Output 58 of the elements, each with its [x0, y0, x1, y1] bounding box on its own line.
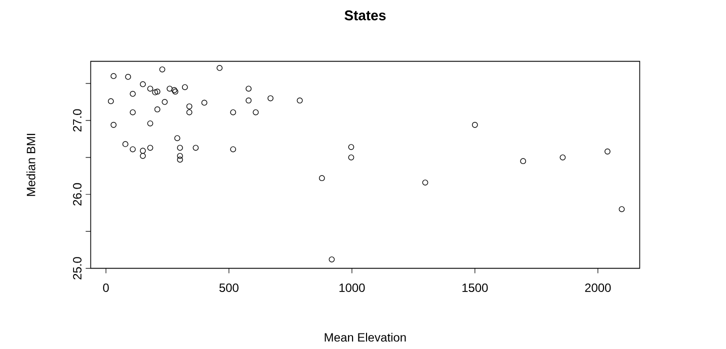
point	[125, 74, 132, 80]
point	[216, 65, 223, 71]
point	[268, 95, 274, 102]
y-tick-label: 25.0	[73, 257, 82, 280]
point	[348, 144, 354, 150]
point	[130, 109, 136, 116]
point	[140, 152, 146, 159]
x-tick-label: 500	[219, 284, 238, 292]
point	[230, 109, 236, 116]
point	[560, 154, 566, 160]
point	[604, 148, 610, 154]
point	[177, 156, 183, 163]
point	[186, 109, 192, 116]
x-axis-title: Mean Elevation	[324, 332, 406, 342]
point	[618, 206, 625, 212]
point	[140, 148, 146, 154]
point	[147, 86, 154, 92]
point	[348, 154, 354, 160]
point	[122, 141, 128, 148]
point	[130, 146, 136, 152]
chart-title: States	[344, 10, 386, 20]
point	[246, 86, 252, 92]
point	[252, 109, 259, 116]
point	[152, 89, 158, 96]
point	[520, 158, 526, 164]
y-tick-label: 27.0	[73, 109, 82, 132]
point	[110, 73, 117, 80]
point	[140, 81, 146, 88]
point	[166, 86, 173, 92]
point	[230, 146, 236, 152]
point	[246, 98, 252, 104]
x-tick-label: 1000	[339, 284, 365, 292]
point	[472, 122, 478, 128]
point	[182, 84, 188, 90]
point	[328, 256, 335, 262]
point	[177, 144, 183, 151]
point	[147, 144, 154, 151]
point	[154, 106, 160, 112]
x-tick-label: 1500	[462, 284, 488, 292]
point	[186, 103, 192, 110]
x-tick-label: 0	[103, 284, 109, 292]
point	[201, 100, 208, 106]
point	[154, 88, 160, 95]
point	[174, 135, 180, 142]
point	[110, 122, 117, 128]
point	[192, 144, 199, 151]
point	[422, 180, 428, 186]
point	[130, 90, 136, 97]
x-tick-label: 2000	[585, 284, 611, 292]
point	[159, 66, 166, 72]
point	[296, 98, 303, 104]
point	[318, 175, 325, 182]
point	[147, 120, 154, 126]
point	[108, 98, 114, 104]
y-axis-title: Median BMI	[26, 134, 36, 196]
point	[177, 152, 183, 159]
y-tick-label: 26.0	[73, 183, 82, 206]
point	[162, 99, 168, 105]
